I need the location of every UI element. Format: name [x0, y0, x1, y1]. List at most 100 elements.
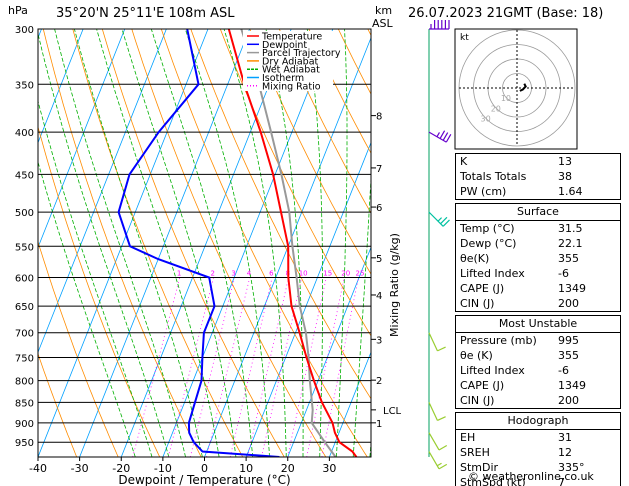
pressure-tick-label: 600	[15, 273, 34, 284]
pressure-tick-label: 750	[15, 353, 34, 364]
mixing-ratio-axis-label: Mixing Ratio (g/kg)	[388, 233, 401, 337]
index-value: 1.64	[558, 185, 583, 198]
index-value: 355	[558, 252, 579, 265]
mixing-ratio-label: 25	[356, 269, 365, 277]
wet-adiabat-line	[38, 32, 170, 457]
most-unstable-indices: Most Unstable Pressure (mb) 995 θe (K) 355 L…	[455, 315, 621, 409]
pressure-tick-label: 300	[15, 25, 34, 36]
index-row: θe(K) 355	[456, 251, 620, 266]
hodograph-ring-label: 30	[481, 114, 491, 123]
wet-adiabat-line	[265, 29, 304, 457]
height-unit-asl: ASL	[372, 17, 393, 30]
wind-barb	[428, 130, 452, 143]
pressure-tick-label: 800	[15, 377, 34, 388]
dry-adiabat-line	[249, 29, 371, 275]
index-value: 12	[558, 446, 572, 459]
index-value: 355	[558, 349, 579, 362]
index-value: 200	[558, 297, 579, 310]
x-axis-label: Dewpoint / Temperature (°C)	[118, 473, 290, 486]
pressure-tick-label: 350	[15, 80, 34, 91]
mixing-ratio-label: 10	[299, 269, 308, 277]
isotherm-line	[329, 351, 371, 457]
hodograph-ring-label: 10	[501, 94, 511, 103]
index-label: Pressure (mb)	[460, 334, 537, 347]
pressure-tick-label: 450	[15, 170, 34, 181]
surface-title: Surface	[456, 204, 620, 221]
dry-adiabat-line	[42, 29, 202, 457]
wet-adiabat-line	[184, 29, 270, 457]
wind-barb-shaft	[428, 402, 438, 421]
dry-adiabat-line	[38, 352, 78, 457]
isotherm-line	[245, 141, 371, 457]
copyright-footer: © weatheronline.co.uk	[468, 470, 594, 483]
index-row: CIN (J) 200	[456, 393, 620, 408]
wind-barb-feather	[439, 130, 446, 139]
wind-barb	[429, 20, 450, 30]
mixing-ratio-label: 20	[341, 269, 350, 277]
index-label: CAPE (J)	[460, 282, 505, 295]
km-tick-label: 6	[376, 203, 382, 214]
index-row: Dewp (°C) 22.1	[456, 236, 620, 251]
legend-label: Temperature	[261, 32, 322, 43]
index-label: CIN (J)	[460, 297, 495, 310]
pressure-tick-label: 950	[15, 438, 34, 449]
legend-label: Mixing Ratio	[262, 81, 321, 92]
dry-adiabat-line	[190, 29, 371, 400]
wet-adiabat-line	[38, 99, 153, 457]
dry-adiabat-line	[101, 29, 285, 457]
index-label: StmSpd (kt)	[460, 476, 526, 486]
mixing-ratio-label: 3	[231, 269, 235, 277]
wet-adiabat-line	[96, 29, 220, 457]
index-value: 13	[558, 155, 572, 168]
km-tick-label: 2	[376, 376, 382, 387]
isotherm-line	[204, 36, 371, 457]
x-tick-label: -10	[154, 462, 172, 475]
wind-barb-shaft	[428, 131, 447, 143]
isotherm-line	[38, 29, 84, 144]
index-value: 22.1	[558, 237, 583, 250]
mixing-ratio-label: 6	[269, 269, 274, 277]
wind-barb-shaft	[428, 332, 438, 352]
index-row: Lifted Index -6	[456, 363, 620, 378]
dry-adiabat-line	[278, 29, 371, 214]
legend-label: Wet Adiabat	[262, 65, 320, 76]
legend-label: Parcel Trajectory	[262, 48, 341, 59]
index-row: CAPE (J) 1349	[456, 378, 620, 393]
index-value: -6	[558, 267, 569, 280]
dry-adiabat-line	[131, 29, 327, 457]
wind-barb-feather	[442, 219, 450, 227]
index-row: Pressure (mb) 995	[456, 333, 620, 348]
wet-adiabat-line	[150, 29, 254, 457]
index-value: 1349	[558, 282, 586, 295]
parcel-trajectory-line	[240, 29, 337, 457]
pressure-tick-label: 650	[15, 302, 34, 313]
lcl-label: LCL	[383, 406, 402, 417]
pressure-tick-label: 700	[15, 329, 34, 340]
index-row: θe (K) 355	[456, 348, 620, 363]
index-label: StmDir	[460, 461, 499, 474]
index-value: 31	[558, 431, 572, 444]
hodograph-ring-label: 20	[491, 104, 501, 113]
wind-barb-feather	[438, 463, 448, 470]
wind-barb-feather	[440, 216, 448, 225]
pressure-tick-label: 400	[15, 128, 34, 139]
mixing-ratio-line	[167, 277, 214, 457]
dry-adiabat-line	[219, 29, 371, 337]
legend-label: Isotherm	[262, 73, 304, 84]
x-tick-label: 20	[281, 462, 295, 475]
isotherm-line	[38, 29, 126, 249]
dry-adiabat-line	[308, 29, 371, 154]
mixing-ratio-line	[189, 277, 235, 457]
index-row: EH 31	[456, 430, 620, 445]
index-row: CAPE (J) 1349	[456, 281, 620, 296]
wind-barb-half-feather	[437, 217, 443, 222]
hodograph-indices: Hodograph EH 31 SREH 12 StmDir 335° StmSpd (kt…	[455, 412, 621, 486]
index-row: PW (cm) 1.64	[456, 184, 620, 199]
most-unstable-title: Most Unstable	[456, 316, 620, 333]
isotherm-line	[79, 29, 250, 457]
legend-label: Dewpoint	[262, 40, 307, 51]
wind-barb	[428, 402, 446, 422]
mixing-ratio-label: 15	[323, 269, 332, 277]
km-tick-label: 4	[376, 291, 382, 302]
